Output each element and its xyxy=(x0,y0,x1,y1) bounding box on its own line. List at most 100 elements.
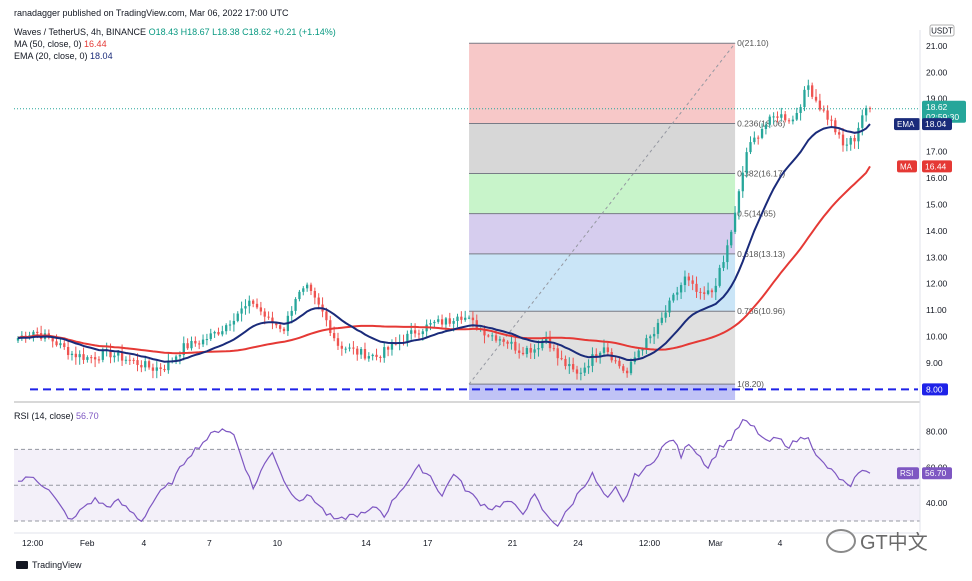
tradingview-logo-icon xyxy=(16,561,28,569)
candle-body xyxy=(66,347,70,356)
candle-body xyxy=(263,311,266,317)
candle-body xyxy=(679,285,683,293)
candle-body xyxy=(703,292,706,294)
fib-zone-extension xyxy=(469,384,736,400)
candle-body xyxy=(336,338,340,346)
rsi-value-tag xyxy=(922,467,952,480)
fib-level-label-1: 1(8.20) xyxy=(737,379,764,389)
candle-body xyxy=(294,299,297,311)
candle-body xyxy=(433,321,436,324)
ma-name-tag xyxy=(897,160,917,173)
candle-body xyxy=(228,324,232,326)
candle-body xyxy=(614,360,617,362)
candle-body xyxy=(687,276,690,281)
candle-body xyxy=(491,335,494,337)
candle-body xyxy=(629,361,633,374)
candle-body xyxy=(255,303,259,308)
time-tick-label: 7 xyxy=(207,538,212,548)
candle-body xyxy=(691,280,694,284)
candle-body xyxy=(780,114,783,118)
candle-body xyxy=(595,354,598,358)
candle-body xyxy=(313,290,317,298)
time-tick-label: 17 xyxy=(423,538,433,548)
candle-body xyxy=(649,336,652,339)
candle-body xyxy=(298,291,301,300)
candle-body xyxy=(529,347,532,353)
candle-body xyxy=(745,152,748,173)
candle-body xyxy=(467,317,471,319)
candle-body xyxy=(498,339,502,341)
candle-body xyxy=(587,365,590,368)
candle-body xyxy=(803,89,806,108)
candle-body xyxy=(699,291,702,293)
candle-body xyxy=(329,320,332,334)
time-tick-label: 12:00 xyxy=(639,538,661,548)
candle-body xyxy=(317,297,320,305)
candle-body xyxy=(672,294,675,301)
candle-body xyxy=(521,352,525,355)
candle-body xyxy=(209,333,212,340)
candle-body xyxy=(834,120,837,133)
candle-body xyxy=(155,367,158,371)
fibonacci-retracement[interactable]: 0(21.10) 0.236(18.06) 0.382(16.17) 0.5(14.6… xyxy=(469,38,785,400)
rsi-legend[interactable]: RSI (14, close) 56.70 xyxy=(14,411,99,421)
ema-legend[interactable]: EMA (20, close, 0) 18.04 xyxy=(14,51,113,61)
ma-legend[interactable]: MA (50, close, 0) 16.44 xyxy=(14,39,107,49)
current-price-countdown: 02:59:30 xyxy=(926,112,959,122)
candle-body xyxy=(140,365,143,368)
fib-zone-0.236 xyxy=(469,123,736,174)
candle-body xyxy=(437,319,440,322)
candle-body xyxy=(560,358,563,360)
candle-body xyxy=(487,335,490,337)
candle-body xyxy=(838,132,841,135)
candle-body xyxy=(302,288,305,292)
candle-body xyxy=(784,114,787,121)
candle-body xyxy=(344,348,347,350)
candle-body xyxy=(494,335,498,341)
candle-body xyxy=(413,330,417,334)
candle-body xyxy=(375,354,378,357)
candle-body xyxy=(252,300,255,304)
fib-level-label-0.618: 0.618(13.13) xyxy=(737,249,785,259)
candle-body xyxy=(652,333,656,337)
candle-body xyxy=(332,333,336,339)
candle-body xyxy=(583,367,586,373)
candle-body xyxy=(787,120,791,122)
candle-body xyxy=(622,366,625,371)
currency-box[interactable] xyxy=(929,24,955,37)
candle-body xyxy=(602,347,606,353)
candle-body xyxy=(841,134,845,146)
candle-body xyxy=(147,361,151,368)
price-tick-label: 15.00 xyxy=(926,199,948,209)
candle-body xyxy=(90,357,93,359)
candle-body xyxy=(552,348,556,350)
candle-body xyxy=(668,300,671,313)
symbol-title[interactable]: Waves / TetherUS, 4h, BINANCE xyxy=(14,27,147,37)
symbol-line: Waves / TetherUS, 4h, BINANCE O18.43 H18… xyxy=(14,27,336,37)
candle-body xyxy=(290,310,293,316)
candle-body xyxy=(136,360,139,366)
candle-body xyxy=(753,137,756,143)
candle-body xyxy=(371,354,374,357)
price-axis[interactable]: USDT 21.00 20.00 19.00 17.00 16.00 15.00 14.00 1… xyxy=(894,24,966,396)
ema-value-tag xyxy=(922,118,952,131)
candle-body xyxy=(460,316,463,320)
candle-body xyxy=(159,367,162,369)
rsi-legend-label: RSI (14, close) xyxy=(14,411,74,421)
tradingview-brand[interactable]: TradingView xyxy=(16,560,82,570)
candle-body xyxy=(618,360,621,367)
candle-body xyxy=(244,306,247,309)
time-axis[interactable]: 12:00 Feb 4 7 10 14 17 21 24 12:00 Mar 4 xyxy=(14,532,920,548)
candle-body xyxy=(733,212,737,232)
price-tick-label: 11.00 xyxy=(926,305,947,315)
fib-level-label-0.786: 0.786(10.96) xyxy=(737,306,785,316)
time-tick-label: 10 xyxy=(273,538,283,548)
candle-body xyxy=(444,318,448,325)
ema-series-line xyxy=(17,123,871,363)
candle-body xyxy=(379,356,382,358)
candle-body xyxy=(645,338,648,350)
candle-body xyxy=(564,358,567,367)
ema-line xyxy=(17,123,871,363)
